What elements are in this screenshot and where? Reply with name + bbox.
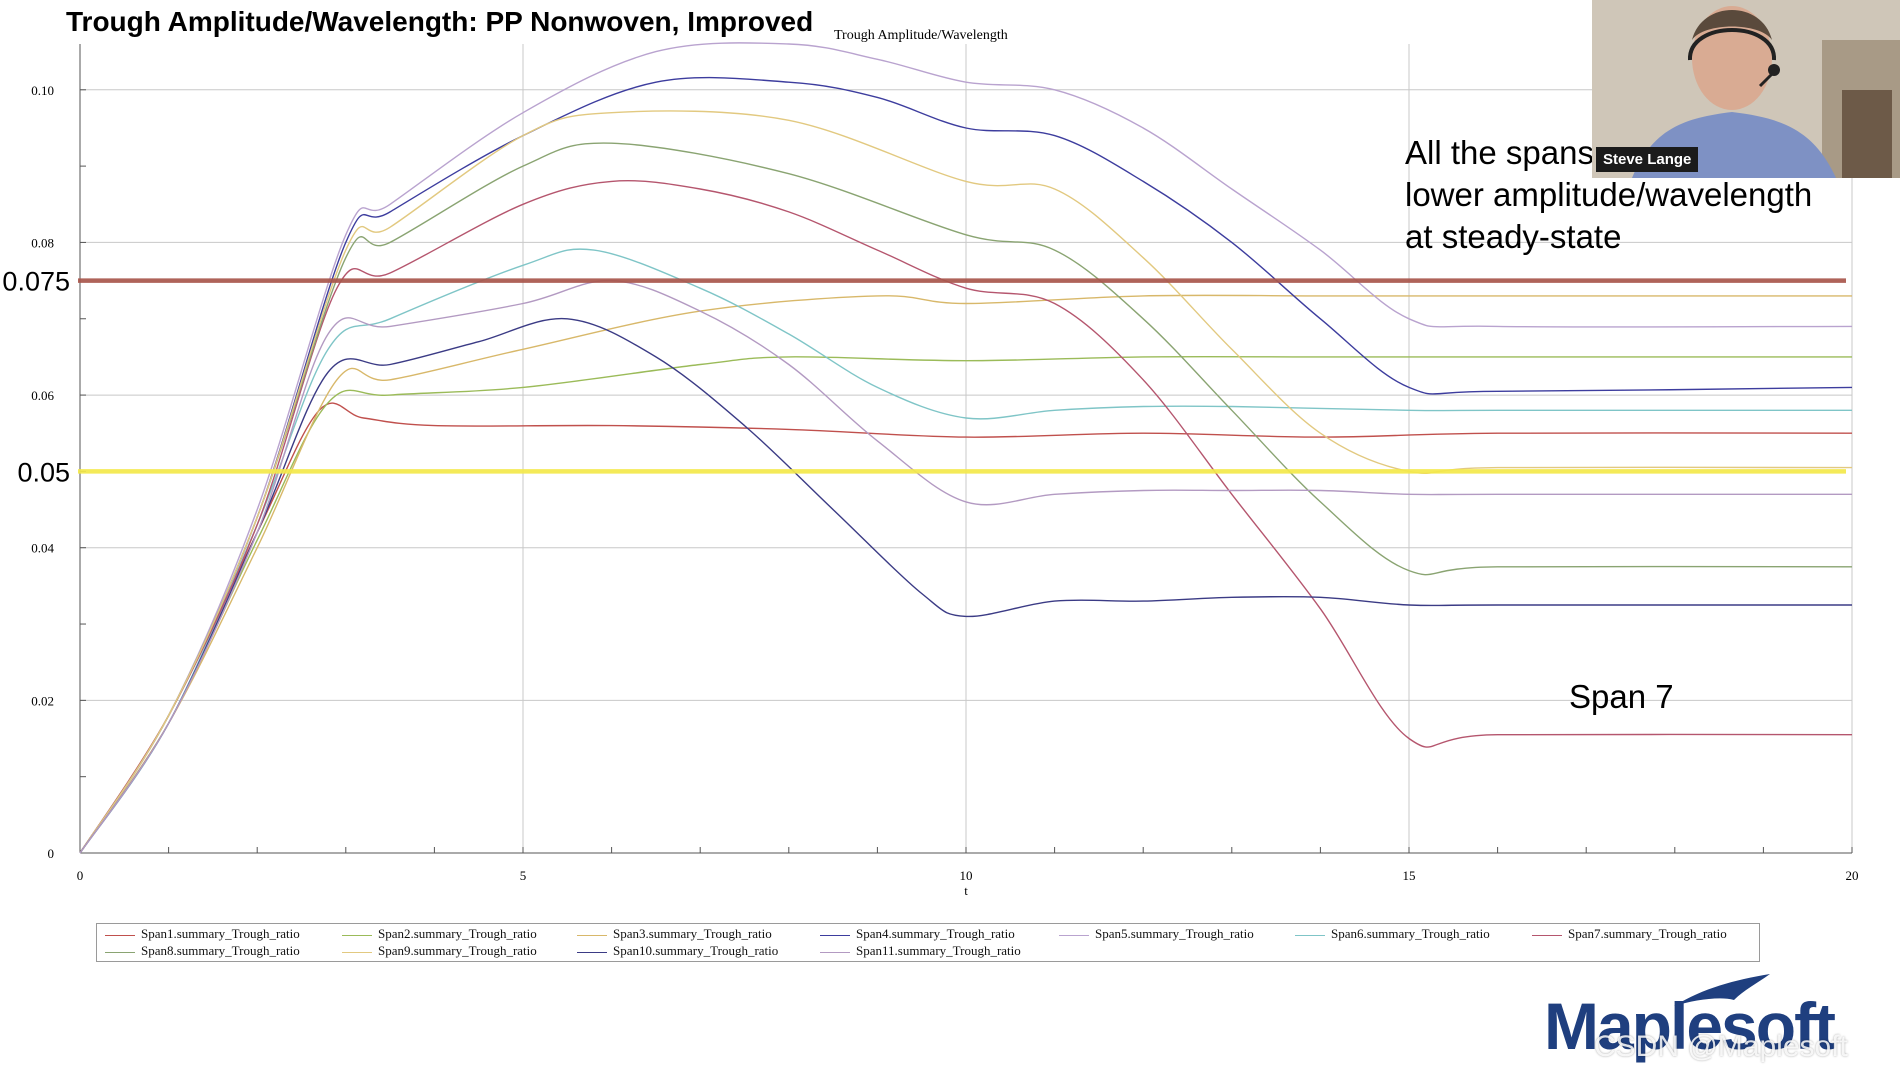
legend-label: Span10.summary_Trough_ratio (613, 943, 779, 958)
chart-legend: Span1.summary_Trough_ratio Span2.summary_… (96, 923, 1760, 962)
legend-swatch (1059, 934, 1089, 936)
legend-label: Span5.summary_Trough_ratio (1095, 926, 1254, 941)
y-tick-label: 0 (48, 846, 55, 861)
x-axis-label: t (964, 883, 968, 898)
y-tick-label: 0.04 (31, 541, 54, 556)
legend-item: Span1.summary_Trough_ratio (105, 926, 300, 942)
webcam-video-tile[interactable]: Steve Lange (1592, 0, 1900, 178)
x-tick-label: 15 (1403, 868, 1416, 883)
legend-item: Span8.summary_Trough_ratio (105, 943, 300, 959)
series-line-span2 (79, 355, 1852, 854)
legend-label: Span4.summary_Trough_ratio (856, 926, 1015, 941)
legend-swatch (342, 951, 372, 953)
legend-label: Span3.summary_Trough_ratio (613, 926, 772, 941)
legend-label: Span6.summary_Trough_ratio (1331, 926, 1490, 941)
span7-callout: Span 7 (1569, 678, 1674, 715)
series-line-span11 (79, 279, 1852, 854)
legend-label: Span9.summary_Trough_ratio (378, 943, 537, 958)
legend-item: Span6.summary_Trough_ratio (1295, 926, 1490, 942)
reference-value-label: 0.05 (17, 457, 70, 487)
legend-swatch (105, 934, 135, 936)
series-line-span7 (79, 180, 1853, 854)
legend-swatch (820, 934, 850, 936)
x-tick-label: 0 (77, 868, 84, 883)
legend-item: Span3.summary_Trough_ratio (577, 926, 772, 942)
legend-swatch (1295, 934, 1325, 936)
series-line-span5 (79, 42, 1853, 854)
slide-title: Trough Amplitude/Wavelength: PP Nonwoven… (66, 6, 814, 37)
legend-swatch (577, 934, 607, 936)
annotation-line: All the spans (1405, 134, 1594, 171)
series-line-span10 (79, 317, 1853, 854)
maplesoft-logo: Maplesoft (1544, 970, 1900, 1063)
plot-title: Trough Amplitude/Wavelength (834, 28, 1008, 43)
legend-swatch (820, 951, 850, 953)
series-line-span9 (79, 110, 1853, 854)
legend-label: Span11.summary_Trough_ratio (856, 943, 1021, 958)
series-line-span3 (79, 294, 1852, 854)
legend-item: Span2.summary_Trough_ratio (342, 926, 537, 942)
legend-item: Span10.summary_Trough_ratio (577, 943, 778, 959)
x-tick-label: 5 (520, 868, 527, 883)
legend-swatch (105, 951, 135, 953)
legend-label: Span1.summary_Trough_ratio (141, 926, 300, 941)
maple-leaf-icon (1674, 974, 1770, 1006)
participant-name-badge: Steve Lange (1596, 147, 1699, 172)
y-tick-label: 0.10 (31, 83, 54, 98)
legend-swatch (577, 951, 607, 953)
x-tick-label: 20 (1846, 868, 1859, 883)
legend-label: Span7.summary_Trough_ratio (1568, 926, 1727, 941)
annotation-line: at steady-state (1405, 218, 1622, 255)
y-tick-label: 0.02 (31, 693, 54, 708)
annotation-line: lower amplitude/wavelength (1405, 176, 1813, 213)
reference-value-label: 0.075 (2, 267, 70, 297)
legend-swatch (342, 934, 372, 936)
x-tick-label: 10 (960, 868, 973, 883)
legend-label: Span2.summary_Trough_ratio (378, 926, 537, 941)
legend-item: Span11.summary_Trough_ratio (820, 943, 1021, 959)
watermark-text: CSDN @Maplesoft (1594, 1030, 1848, 1063)
annotation-text: All the spans lower amplitude/wavelength… (1405, 132, 1812, 258)
y-tick-label: 0.08 (31, 235, 54, 250)
legend-item: Span5.summary_Trough_ratio (1059, 926, 1254, 942)
y-tick-label: 0.06 (31, 388, 54, 403)
legend-swatch (1532, 934, 1562, 936)
legend-item: Span7.summary_Trough_ratio (1532, 926, 1727, 942)
legend-item: Span9.summary_Trough_ratio (342, 943, 537, 959)
legend-label: Span8.summary_Trough_ratio (141, 943, 300, 958)
legend-item: Span4.summary_Trough_ratio (820, 926, 1015, 942)
logo-wordmark: Maplesoft (1544, 989, 1836, 1063)
